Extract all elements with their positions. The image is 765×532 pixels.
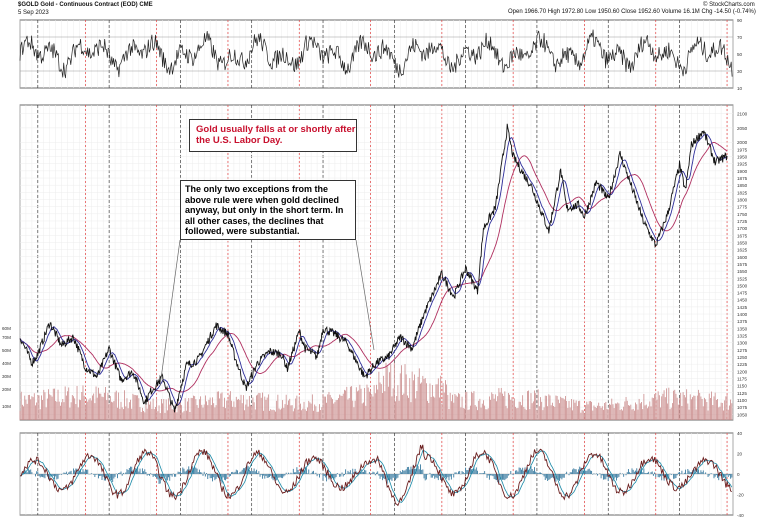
macd-tick-label: 20 — [737, 452, 743, 457]
price-tick-label: 1625 — [737, 248, 748, 253]
price-tick-label: 1350 — [737, 326, 748, 331]
rsi-tick-label: 90 — [737, 18, 743, 23]
rsi-tick-label: 70 — [737, 35, 743, 40]
price-tick-label: 1850 — [737, 183, 748, 188]
price-tick-label: 1900 — [737, 169, 748, 174]
volume-tick-label: 70M — [2, 335, 11, 340]
price-tick-label: 1425 — [737, 305, 748, 310]
price-tick-label: 1600 — [737, 255, 748, 260]
price-tick-label: 2100 — [737, 112, 748, 117]
price-tick-label: 1825 — [737, 190, 748, 195]
price-tick-label: 1175 — [737, 376, 747, 381]
price-tick-label: 1725 — [737, 219, 748, 224]
macd-line — [20, 444, 733, 507]
price-tick-label: 1100 — [737, 398, 747, 403]
volume-tick-label: 10M — [2, 404, 11, 409]
price-tick-label: 1475 — [737, 291, 748, 296]
price-tick-label: 1225 — [737, 362, 748, 367]
price-tick-label: 1575 — [737, 262, 748, 267]
exceptions-callout: The only two exceptions from the above r… — [180, 180, 356, 240]
price-tick-label: 1300 — [737, 341, 748, 346]
price-tick-label: 1325 — [737, 334, 748, 339]
price-tick-label: 1375 — [737, 319, 748, 324]
price-tick-label: 1775 — [737, 205, 748, 210]
price-tick-label: 1150 — [737, 384, 747, 389]
labor-day-callout: Gold usually falls at or shortly after t… — [189, 119, 357, 152]
price-tick-label: 1950 — [737, 155, 748, 160]
price-tick-label: 1875 — [737, 176, 748, 181]
callout-connector-right — [355, 239, 375, 351]
stockcharts-brand: © StockCharts.com — [703, 2, 755, 8]
price-tick-label: 1275 — [737, 348, 748, 353]
price-tick-label: 1050 — [737, 412, 748, 417]
macd-tick-label: -40 — [737, 513, 744, 518]
price-tick-label: 1200 — [737, 369, 748, 374]
ma50-line — [19, 133, 728, 406]
price-tick-label: 1925 — [737, 162, 748, 167]
price-tick-label: 1800 — [737, 198, 748, 203]
price-tick-label: 1975 — [737, 147, 748, 152]
volume-tick-label: 20M — [2, 387, 11, 392]
price-tick-label: 1075 — [737, 405, 748, 410]
price-tick-label: 1675 — [737, 233, 748, 238]
ma200-line — [19, 141, 728, 393]
price-tick-label: 1450 — [737, 298, 748, 303]
chart-date: 5 Sep 2023 — [18, 10, 49, 16]
price-tick-label: 2050 — [737, 126, 748, 131]
price-tick-label: 1125 — [737, 391, 747, 396]
volume-tick-label: 50M — [2, 348, 11, 353]
callout-connector-left — [159, 239, 181, 387]
rsi-tick-label: 10 — [737, 86, 743, 91]
macd-tick-label: 0 — [737, 472, 740, 477]
volume-tick-label: 40M — [2, 361, 11, 366]
price-tick-label: 1400 — [737, 312, 748, 317]
price-tick-label: 1550 — [737, 269, 748, 274]
macd-tick-label: 40 — [737, 431, 743, 436]
price-tick-label: 1500 — [737, 283, 748, 288]
rsi-tick-label: 50 — [737, 52, 743, 57]
volume-tick-label: 30M — [2, 374, 11, 379]
price-tick-label: 1525 — [737, 276, 748, 281]
price-tick-label: 2000 — [737, 140, 748, 145]
rsi-line — [19, 29, 733, 79]
macd-tick-label: -20 — [737, 493, 744, 498]
rsi-tick-label: 30 — [737, 69, 743, 74]
price-tick-label: 1250 — [737, 355, 748, 360]
price-tick-label: 1750 — [737, 212, 748, 217]
gold-price-line — [19, 123, 728, 413]
quote-line: Open 1966.70 High 1972.80 Low 1950.60 Cl… — [508, 9, 756, 15]
volume-tick-label: 60M — [2, 326, 11, 331]
chart-symbol-title: $GOLD Gold - Continuous Contract (EOD) C… — [18, 2, 153, 8]
price-tick-label: 1700 — [737, 226, 748, 231]
price-tick-label: 1650 — [737, 240, 748, 245]
